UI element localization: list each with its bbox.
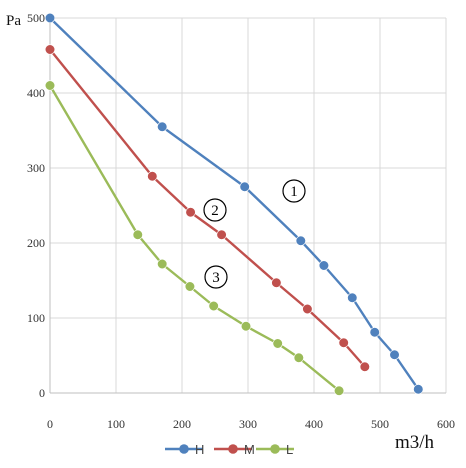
data-point-H [44,12,56,24]
legend-marker-M [228,444,238,454]
series-line-L [48,84,340,392]
series-callouts: 1 2 3 [203,179,306,289]
y-tick-labels: 0 100 200 300 400 500 [27,11,45,400]
data-point-H [369,327,380,338]
legend-marker-H [179,444,189,454]
data-point-L [44,80,56,91]
callout-circle [204,265,228,289]
callout-label: 1 [290,184,298,200]
data-point-M [338,337,349,348]
data-point-H [413,384,424,395]
data-point-L [240,321,252,332]
legend-label-L: L [286,442,293,457]
callout-circle [203,198,227,222]
data-point-L [333,385,345,396]
y-tick-label: 400 [27,86,45,100]
data-point-M [147,171,158,182]
x-axis-label: m3/h [395,432,435,453]
data-point-M [44,44,56,55]
x-tick-label: 600 [437,417,455,431]
y-tick-label: 300 [27,161,45,175]
data-point-H [295,235,306,246]
x-tick-labels: 0 100 200 300 400 500 600 [47,417,455,431]
series-line-M [49,48,366,368]
y-tick-label: 200 [27,236,45,250]
data-point-L [208,300,219,312]
data-point-L [293,352,304,363]
data-point-L [184,281,196,292]
y-axis-label: Pa [6,13,21,29]
x-tick-label: 200 [173,417,191,431]
data-point-M [271,277,282,288]
callout-label: 3 [212,270,220,286]
grid [50,17,447,393]
legend-marker-L [270,444,280,454]
data-point-M [185,207,196,218]
legend-label-H: H [195,442,204,457]
data-point-L [157,258,168,270]
series-points [44,12,424,396]
callout-circle [282,179,306,203]
x-tick-label: 500 [371,417,389,431]
x-tick-label: 100 [107,417,125,431]
legend-label-M: M [244,442,255,457]
x-tick-label: 0 [47,417,53,431]
data-point-H [347,292,358,303]
y-tick-label: 500 [27,11,45,25]
data-point-H [389,349,400,360]
data-point-L [272,338,283,349]
data-point-H [239,181,250,192]
y-tick-label: 0 [39,386,45,400]
data-point-L [132,229,143,240]
series-lines [48,17,420,392]
series-line-H [49,17,420,390]
x-tick-label: 300 [239,417,257,431]
data-point-H [318,260,330,271]
x-tick-label: 400 [305,417,323,431]
data-point-M [359,361,370,372]
data-point-M [216,229,227,240]
callout-label: 2 [211,203,219,219]
data-point-M [302,303,313,315]
data-point-H [157,121,168,132]
y-tick-label: 100 [27,311,45,325]
